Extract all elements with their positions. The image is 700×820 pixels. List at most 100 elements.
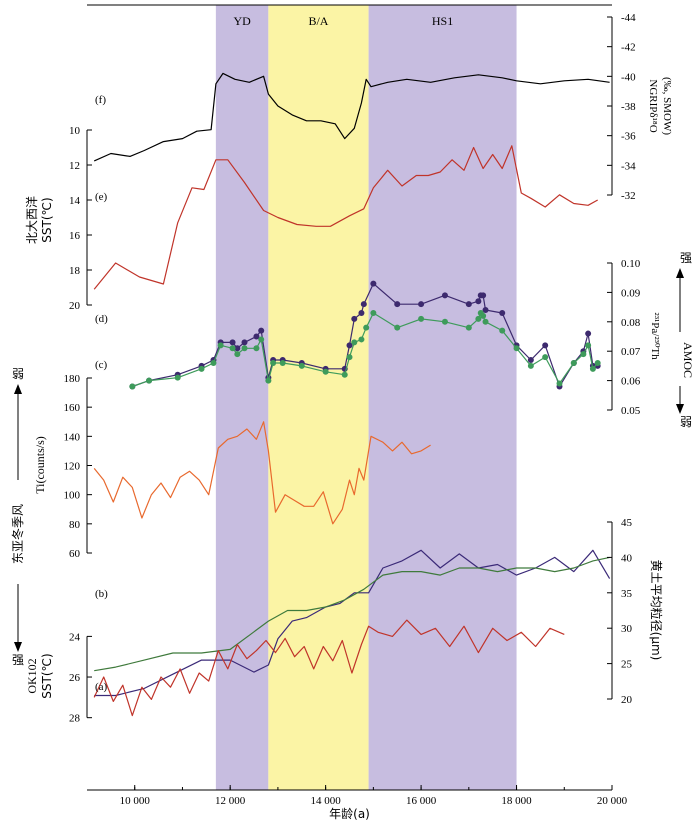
data-point-d-2 [370, 309, 377, 316]
data-point-d-1 [418, 301, 425, 308]
data-point-d-2 [210, 359, 217, 366]
data-point-d-2 [475, 315, 482, 322]
interval-band-hs1 [368, 5, 517, 790]
axis-title-f: NGRIPδ¹⁸O [647, 79, 659, 132]
data-point-d-1 [360, 301, 367, 308]
data-point-d-2 [129, 383, 136, 390]
axis-title-a: OK102 [25, 658, 39, 693]
y-tick-label-b: 30 [621, 623, 633, 635]
data-point-d-2 [258, 336, 265, 343]
panel-label-d: (d) [95, 313, 108, 325]
y-tick-label-f: -44 [621, 12, 636, 24]
data-point-d-1 [351, 315, 358, 322]
data-point-d-1 [441, 292, 448, 299]
y-tick-label-f: -34 [621, 160, 636, 172]
y-tick-label-f: -38 [621, 101, 636, 113]
y-tick-label-b: 45 [621, 517, 633, 529]
monsoon-label: 东亚冬季风 [10, 504, 25, 564]
data-point-d-1 [499, 309, 506, 316]
y-tick-label-c: 100 [64, 490, 81, 502]
series-line-e-1 [93, 145, 598, 290]
panel-label-b: (b) [95, 588, 108, 600]
data-point-d-1 [482, 307, 489, 314]
data-point-d-1 [229, 339, 236, 346]
labels-layer: YD B/A HS1 (f) (e) (d) (c) (b) (a) NGRIPδ¹⁸O (‰, S… [10, 14, 695, 699]
data-point-d-2 [482, 318, 489, 325]
data-point-d-2 [241, 345, 248, 352]
y-tick-label-e: 10 [69, 125, 81, 137]
amoc-weak-label: 弱 [680, 415, 692, 429]
data-point-d-1 [480, 292, 487, 299]
y-tick-label-d: 0.07 [621, 346, 641, 358]
panel-label-f: (f) [95, 94, 106, 106]
data-point-d-1 [234, 345, 241, 352]
data-point-d-2 [542, 354, 549, 361]
data-point-d-1 [241, 339, 248, 346]
panel-label-e: (e) [95, 191, 108, 203]
x-tick-label: 14 000 [311, 795, 342, 807]
data-point-d-1 [475, 298, 482, 305]
x-tick-label: 12 000 [215, 795, 246, 807]
amoc-label: AMOC [681, 342, 695, 378]
data-point-d-1 [346, 342, 353, 349]
data-point-d-2 [351, 339, 358, 346]
data-point-d-2 [265, 377, 272, 384]
y-tick-label-f: -36 [621, 131, 636, 143]
data-point-d-2 [229, 345, 236, 352]
data-point-d-2 [418, 315, 425, 322]
data-point-d-2 [513, 345, 520, 352]
data-point-d-2 [594, 359, 601, 366]
monsoon-arrow-up-head [14, 384, 22, 394]
data-point-d-1 [370, 280, 377, 287]
y-tick-label-d: 0.09 [621, 287, 641, 299]
interval-bands [215, 5, 517, 790]
y-tick-label-c: 60 [69, 548, 81, 560]
y-tick-label-f: -42 [621, 42, 636, 54]
data-point-d-2 [363, 324, 370, 331]
y-tick-label-a: 26 [69, 672, 81, 684]
monsoon-weak-label: 弱 [12, 367, 24, 381]
axis-title-f-unit: (‰, SMOW) [661, 77, 673, 135]
data-point-d-2 [198, 365, 205, 372]
y-tick-label-e: 18 [69, 265, 81, 277]
y-tick-label-d: 0.10 [621, 258, 641, 270]
x-axis-title: 年龄(a) [329, 807, 370, 820]
axis-title-c: Ti(counts/s) [33, 436, 47, 494]
x-tick-label: 10 000 [120, 795, 151, 807]
data-point-d-2 [322, 368, 329, 375]
y-tick-label-d: 0.05 [621, 405, 641, 417]
series-line-c-1 [93, 421, 431, 525]
series-line-b-2 [94, 556, 610, 672]
y-tick-label-d: 0.08 [621, 317, 641, 329]
x-tick-label: 16 000 [406, 795, 437, 807]
y-tick-label-c: 160 [64, 402, 81, 414]
data-point-d-1 [253, 333, 260, 340]
amoc-arrow-up-head [676, 268, 684, 278]
axis-title-e-unit: SST(℃) [40, 197, 54, 242]
data-point-d-2 [499, 327, 506, 334]
monsoon-arrow-down-head [14, 642, 22, 652]
series-line-f-1 [93, 72, 610, 162]
data-point-d-1 [585, 330, 592, 337]
series-layer [93, 72, 611, 717]
axes-layer: 10 000 12 000 14 000 16 000 18 000 20 000 年龄(a… [64, 12, 641, 820]
y-tick-label-f: -40 [621, 71, 636, 83]
y-tick-label-c: 180 [64, 373, 81, 385]
axis-title-d: ²³¹Pa/²³⁰Th [649, 312, 661, 360]
interval-band-yd [215, 5, 269, 790]
y-tick-label-b: 25 [621, 659, 633, 671]
data-point-d-1 [542, 342, 549, 349]
data-point-d-2 [298, 362, 305, 369]
plot-frame [87, 4, 612, 791]
panel-label-a: (a) [95, 681, 108, 693]
data-point-d-1 [258, 327, 265, 334]
monsoon-strong-label: 强 [12, 653, 24, 667]
data-point-d-2 [556, 380, 563, 387]
data-point-d-2 [465, 324, 472, 331]
data-point-d-2 [270, 359, 277, 366]
axis-title-a-unit: SST(℃) [40, 653, 54, 698]
data-point-d-1 [465, 301, 472, 308]
data-point-d-2 [217, 342, 224, 349]
y-tick-label-e: 12 [69, 160, 80, 172]
